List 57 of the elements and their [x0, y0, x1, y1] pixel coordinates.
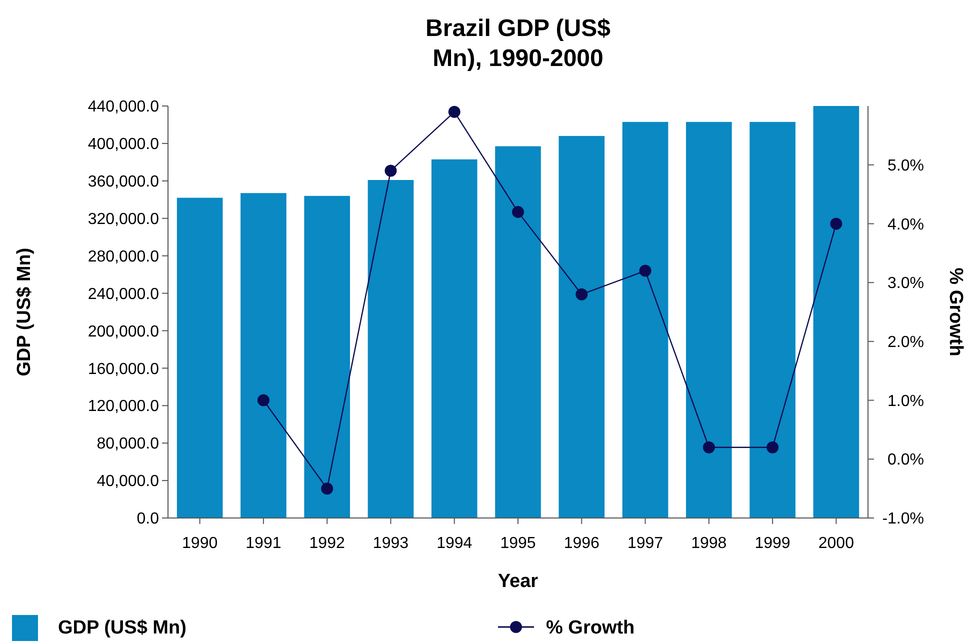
y2-tick-label: 0.0% [888, 452, 924, 469]
y-tick-label: 400,000.0 [88, 136, 160, 154]
y-tick-label: 80,000.0 [96, 436, 160, 453]
point [766, 441, 779, 454]
point [448, 106, 460, 118]
x-tick-label: 1995 [500, 535, 536, 552]
point [639, 264, 652, 277]
x-tick-label: 1992 [309, 535, 345, 552]
y-tick-label: 160,000.0 [88, 360, 160, 378]
chart-title: Brazil GDP (US$ Mn), 1990-2000 [426, 15, 612, 72]
x-tick-label: 1991 [246, 535, 282, 552]
bar [495, 146, 541, 518]
point [384, 164, 397, 177]
y-tick-label: 0.0 [136, 510, 160, 528]
y-tick-label: 200,000.0 [88, 323, 160, 340]
bar [176, 198, 223, 518]
point [321, 482, 334, 495]
point [257, 394, 270, 406]
legend-label: GDP (US$ Mn) [58, 618, 186, 639]
y-tick-label: 440,000.0 [88, 98, 160, 116]
bar [750, 122, 796, 518]
y-tick-label: 360,000.0 [88, 174, 160, 191]
bar [686, 122, 732, 518]
bar [558, 136, 605, 518]
point [702, 441, 715, 454]
x-tick-label: 1994 [436, 535, 472, 552]
x-axis-title: Year [498, 571, 539, 592]
bar [240, 193, 286, 518]
x-tick-label: 1996 [564, 535, 600, 552]
point [512, 206, 524, 218]
y2-tick-label: 4.0% [888, 216, 924, 234]
x-tick-label: 1998 [691, 535, 727, 552]
x-tick-label: 1990 [182, 535, 218, 552]
point [830, 218, 842, 230]
x-tick-label: 1999 [754, 535, 790, 552]
y2-tick-label: -1.0% [882, 510, 924, 528]
x-tick-label: 1997 [627, 535, 664, 552]
point [576, 288, 588, 300]
y-tick-label: 240,000.0 [88, 286, 160, 303]
x-tick-label: 2000 [818, 535, 854, 552]
y-tick-label: 320,000.0 [88, 210, 160, 228]
bar [431, 159, 478, 518]
y-tick-label: 40,000.0 [96, 473, 160, 490]
y-tick-label: 120,000.0 [88, 398, 160, 416]
y-axis-title: GDP (US$ Mn) [14, 248, 35, 376]
y2-tick-label: 2.0% [888, 334, 924, 352]
y2-tick-label: 1.0% [888, 392, 924, 410]
y-tick-label: 280,000.0 [88, 248, 160, 266]
bar [304, 196, 350, 518]
bar [368, 180, 414, 518]
y2-axis-title: % Growth [945, 268, 966, 356]
bar [813, 106, 860, 518]
x-tick-label: 1993 [372, 535, 409, 552]
bar [622, 122, 668, 518]
y2-tick-label: 3.0% [888, 275, 924, 292]
legend-label: % Growth [546, 618, 635, 639]
y2-tick-label: 5.0% [888, 157, 924, 174]
